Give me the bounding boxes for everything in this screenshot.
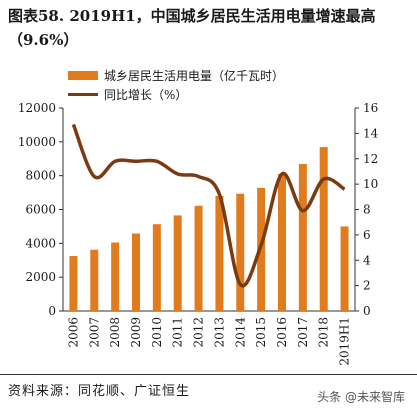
source-note: 资料来源：同花顺、广证恒生 — [8, 384, 191, 399]
x-tick-label: 2019H1 — [338, 317, 352, 366]
x-tick-label: 2013 — [212, 317, 226, 348]
x-tick-label: 2011 — [171, 317, 185, 348]
bar — [215, 195, 224, 311]
x-tick-label: 2016 — [275, 317, 289, 348]
bar — [69, 256, 78, 311]
y-right-tick-label: 2 — [363, 279, 371, 293]
x-tick-label: 2007 — [87, 317, 101, 348]
x-tick-label: 2018 — [317, 317, 331, 348]
y-right-tick-label: 4 — [363, 253, 371, 267]
y-right-tick-label: 10 — [363, 177, 378, 191]
y-left-tick-label: 6000 — [25, 203, 56, 217]
y-right-tick-label: 0 — [363, 304, 371, 318]
watermark: 头条 @未来智库 — [317, 390, 405, 404]
y-right-tick-label: 6 — [363, 228, 371, 242]
y-left-tick-label: 0 — [48, 304, 56, 318]
legend-label-line: 同比增长（%） — [104, 87, 188, 102]
bar — [152, 224, 161, 311]
legend-swatch-line — [68, 93, 98, 96]
legend-item-bar: 城乡居民生活用电量（亿千瓦时） — [68, 66, 284, 85]
chart-title: 图表58. 2019H1，中国城乡居民生活用电量增速最高（9.6%） — [8, 7, 376, 49]
bar — [132, 233, 140, 311]
bar — [340, 226, 349, 311]
y-right-tick-label: 12 — [363, 152, 378, 166]
bar — [319, 147, 328, 311]
bar — [173, 215, 182, 311]
y-right-tick-label: 16 — [363, 101, 378, 115]
bar — [298, 163, 307, 311]
x-tick-label: 2012 — [192, 317, 206, 348]
x-tick-label: 2015 — [254, 317, 268, 348]
x-tick-label: 2017 — [296, 317, 310, 348]
y-left-tick-label: 2000 — [25, 270, 56, 284]
y-left-tick-label: 8000 — [25, 169, 56, 183]
bar — [236, 193, 245, 311]
bar — [278, 173, 286, 311]
bar — [90, 249, 99, 311]
legend: 城乡居民生活用电量（亿千瓦时） 同比增长（%） — [68, 66, 284, 104]
x-tick-label: 2009 — [129, 317, 143, 348]
y-left-tick-label: 12000 — [18, 101, 56, 115]
x-tick-label: 2006 — [66, 317, 80, 348]
y-right-tick-label: 14 — [363, 126, 379, 140]
legend-item-line: 同比增长（%） — [68, 85, 284, 104]
legend-swatch-bar — [68, 71, 98, 80]
growth-line — [71, 123, 346, 288]
divider — [0, 374, 417, 375]
legend-label-bar: 城乡居民生活用电量（亿千瓦时） — [104, 68, 285, 83]
x-tick-label: 2008 — [108, 317, 122, 348]
bar — [194, 205, 203, 311]
y-left-tick-label: 10000 — [18, 135, 56, 149]
bar — [111, 242, 120, 311]
x-tick-label: 2014 — [233, 317, 247, 348]
x-tick-label: 2010 — [150, 317, 164, 348]
y-left-tick-label: 4000 — [25, 236, 56, 250]
y-right-tick-label: 8 — [363, 203, 371, 217]
